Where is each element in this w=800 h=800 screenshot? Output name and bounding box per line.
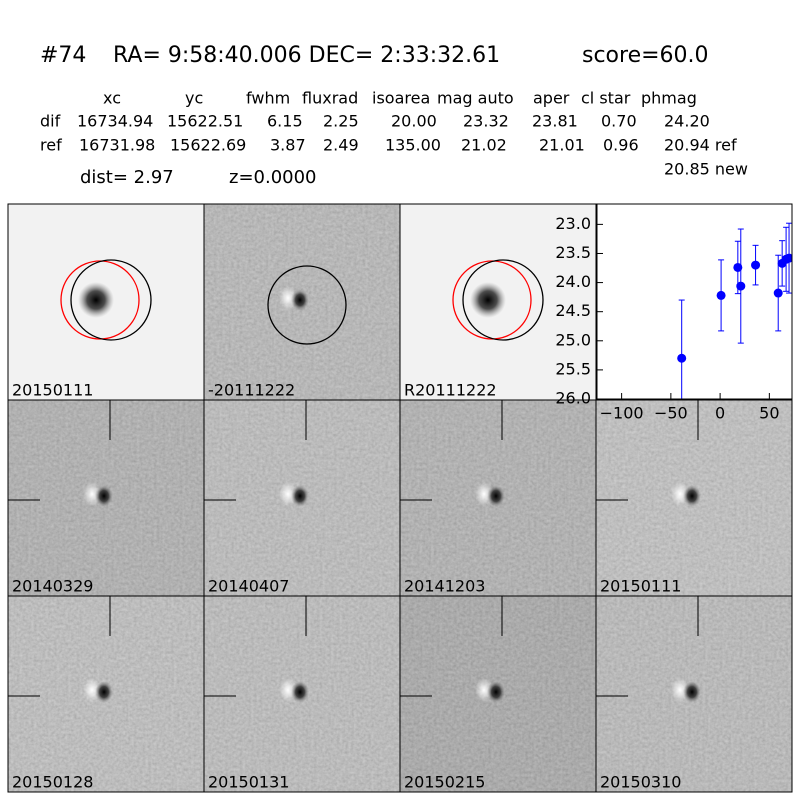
table-cell: 24.20 (664, 112, 710, 131)
data-point (773, 288, 783, 298)
source-blob (78, 282, 114, 318)
data-point (784, 253, 792, 263)
table-cell: ref (40, 136, 62, 155)
table-cell: 16731.98 (79, 136, 155, 155)
column-header: isoarea (372, 89, 430, 108)
residual-dark (683, 485, 701, 507)
dif-circle (267, 265, 347, 345)
x-tick-label: 0 (715, 404, 725, 423)
panel-label: 20150111 (600, 577, 681, 596)
redshift: z=0.0000 (229, 167, 317, 188)
score: score=60.0 (582, 43, 709, 68)
table-cell: 20.94 ref (664, 136, 737, 155)
x-tick-label: −50 (654, 404, 688, 423)
data-point (736, 281, 746, 291)
table-cell: 15622.69 (170, 136, 246, 155)
coordinates: RA= 9:58:40.006 DEC= 2:33:32.61 (113, 43, 500, 68)
residual-dark (95, 485, 113, 507)
table-cell: 21.02 (461, 136, 507, 155)
table-cell: dif (40, 112, 61, 131)
residual-dark (95, 681, 113, 703)
dist: dist= 2.97 (80, 167, 174, 188)
panel-label: 20141203 (404, 577, 485, 596)
new-mag: 20.85 new (664, 160, 748, 179)
data-point (733, 262, 743, 272)
residual-dark (291, 289, 309, 311)
dif-circle (70, 259, 152, 341)
panel-label: R20111222 (404, 381, 497, 400)
panel-label: 20140407 (208, 577, 289, 596)
panel-label: 20150310 (600, 773, 681, 792)
residual-dark (683, 681, 701, 703)
y-tick-label: 25.5 (555, 359, 591, 378)
column-header: xc (103, 89, 121, 108)
candidate-id: #74 (40, 43, 86, 68)
plot-area (597, 204, 792, 399)
table-cell: 16734.94 (77, 112, 153, 131)
data-layer (677, 222, 792, 399)
table-cell: 21.01 (539, 136, 585, 155)
panel-label: 20150215 (404, 773, 485, 792)
column-header: cl star (581, 89, 631, 108)
table-cell: 20.00 (391, 112, 437, 131)
plot-frame (596, 203, 793, 400)
residual-dark (487, 485, 505, 507)
dif-circle (462, 259, 544, 341)
y-tick-label: 23.0 (555, 214, 591, 233)
column-header: fwhm (246, 89, 290, 108)
panel-label: 20150128 (12, 773, 93, 792)
table-cell: 3.87 (270, 136, 306, 155)
source-blob (470, 282, 506, 318)
residual-dark (487, 681, 505, 703)
x-tick-label: 50 (759, 404, 779, 423)
panel-label: 20150131 (208, 773, 289, 792)
residual-dark (291, 681, 309, 703)
data-point (751, 260, 761, 270)
panel-label: 20140329 (12, 577, 93, 596)
column-header: fluxrad (302, 89, 358, 108)
table-cell: 15622.51 (167, 112, 243, 131)
x-tick-label: −100 (600, 404, 644, 423)
residual-dark (291, 485, 309, 507)
y-tick-label: 24.5 (555, 301, 591, 320)
table-cell: 2.25 (323, 112, 359, 131)
table-cell: 6.15 (267, 112, 303, 131)
table-cell: 23.81 (532, 112, 578, 131)
column-header: phmag (641, 89, 697, 108)
panel-grid: 20150111 -20111222 R20111222 20140329 201404… (7, 203, 793, 793)
table-cell: 23.32 (463, 112, 509, 131)
y-tick-label: 26.0 (555, 389, 591, 408)
column-header: aper (533, 89, 570, 108)
panel-frame (595, 595, 793, 793)
panel-label: -20111222 (208, 381, 295, 400)
y-tick-label: 25.0 (555, 330, 591, 349)
column-header: yc (185, 89, 203, 108)
table-cell: 0.70 (601, 112, 637, 131)
table-cell: 0.96 (603, 136, 639, 155)
column-header: mag auto (437, 89, 514, 108)
data-point (716, 290, 726, 300)
y-tick-label: 24.0 (555, 272, 591, 291)
panel-label: 20150111 (12, 381, 93, 400)
table-cell: 2.49 (323, 136, 359, 155)
y-tick-label: 23.5 (555, 243, 591, 262)
table-cell: 135.00 (385, 136, 441, 155)
data-point (677, 353, 687, 363)
